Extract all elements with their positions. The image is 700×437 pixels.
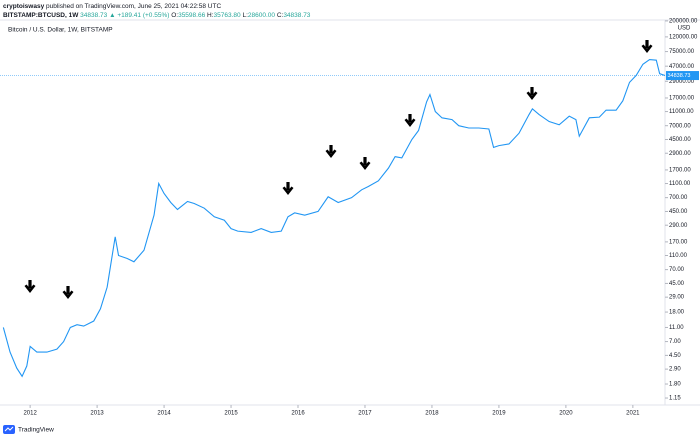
y-tick-label: 18.00 [669,310,685,316]
brand: TradingView [18,427,54,434]
y-tick-label: 75000.00 [669,49,695,55]
y-tick-label: 120000.00 [669,34,698,40]
y-tick-label: 47000.00 [669,64,695,70]
y-tick-label: 4500.00 [669,137,691,143]
y-tick-label: 290.00 [669,223,688,229]
y-tick-label: 1700.00 [669,168,691,174]
y-tick-label: 17000.00 [669,96,695,102]
price: 34838.73 [80,12,107,19]
x-tick-label: 2013 [90,411,104,417]
x-tick-label: 2021 [626,411,640,417]
y-tick-label: 1.15 [669,396,681,402]
close: 34838.73 [283,12,310,19]
y-tick-label: 110.00 [669,253,688,259]
y-tick-label: 7000.00 [669,123,691,129]
symbol-line: BITSTAMP:BTCUSD, 1W 34838.73 ▲ +189.41 (… [3,12,311,19]
low: 28600.00 [248,12,275,19]
x-tick-label: 2018 [425,411,439,417]
y-tick-label: 29.00 [669,295,685,301]
high: 35763.80 [214,12,241,19]
y-tick-label: 70.00 [669,267,685,273]
x-tick-label: 2017 [358,411,372,417]
last-price-label: 34838.73 [668,73,691,79]
x-tick-label: 2019 [492,411,506,417]
y-tick-label: 170.00 [669,239,688,245]
y-tick-label: 1100.00 [669,181,691,187]
open: 35598.66 [178,12,205,19]
open-label: O: [171,12,178,19]
published: published on TradingView.com, June 25, 2… [46,3,221,10]
x-tick-label: 2012 [23,411,37,417]
change: ▲ +189.41 (+0.55%) [109,12,169,19]
x-tick-label: 2014 [157,411,171,417]
publish-line: cryptoiswasy published on TradingView.co… [3,3,221,10]
y-tick-label: 2.90 [669,367,681,373]
y-tick-label: 4.50 [669,353,681,359]
axis-unit: USD [678,26,691,32]
x-tick-label: 2015 [224,411,238,417]
logo-mark [4,426,14,432]
y-tick-label: 11.00 [669,325,684,331]
y-tick-label: 45.00 [669,281,685,287]
symbol: BITSTAMP:BTCUSD, 1W [3,12,79,19]
y-tick-label: 450.00 [669,209,688,215]
x-tick-label: 2020 [559,411,573,417]
chart-title: Bitcoin / U.S. Dollar, 1W, BITSTAMP [8,27,113,34]
close-label: C: [277,12,284,19]
x-tick-label: 2016 [291,411,305,417]
y-tick-label: 11000.00 [669,109,694,115]
price-line [2,59,666,378]
y-tick-label: 29000.00 [669,79,695,85]
last-price-box [666,71,699,81]
low-label: L: [242,12,248,19]
high-label: H: [207,12,214,19]
author: cryptoiswasy [3,3,45,10]
footer: TradingView [3,425,54,434]
y-tick-label: 200000.00 [669,19,698,25]
y-tick-label: 2900.00 [669,151,691,157]
y-tick-label: 1.80 [669,382,681,388]
y-tick-label: 7.00 [669,339,681,345]
y-tick-label: 700.00 [669,195,688,201]
